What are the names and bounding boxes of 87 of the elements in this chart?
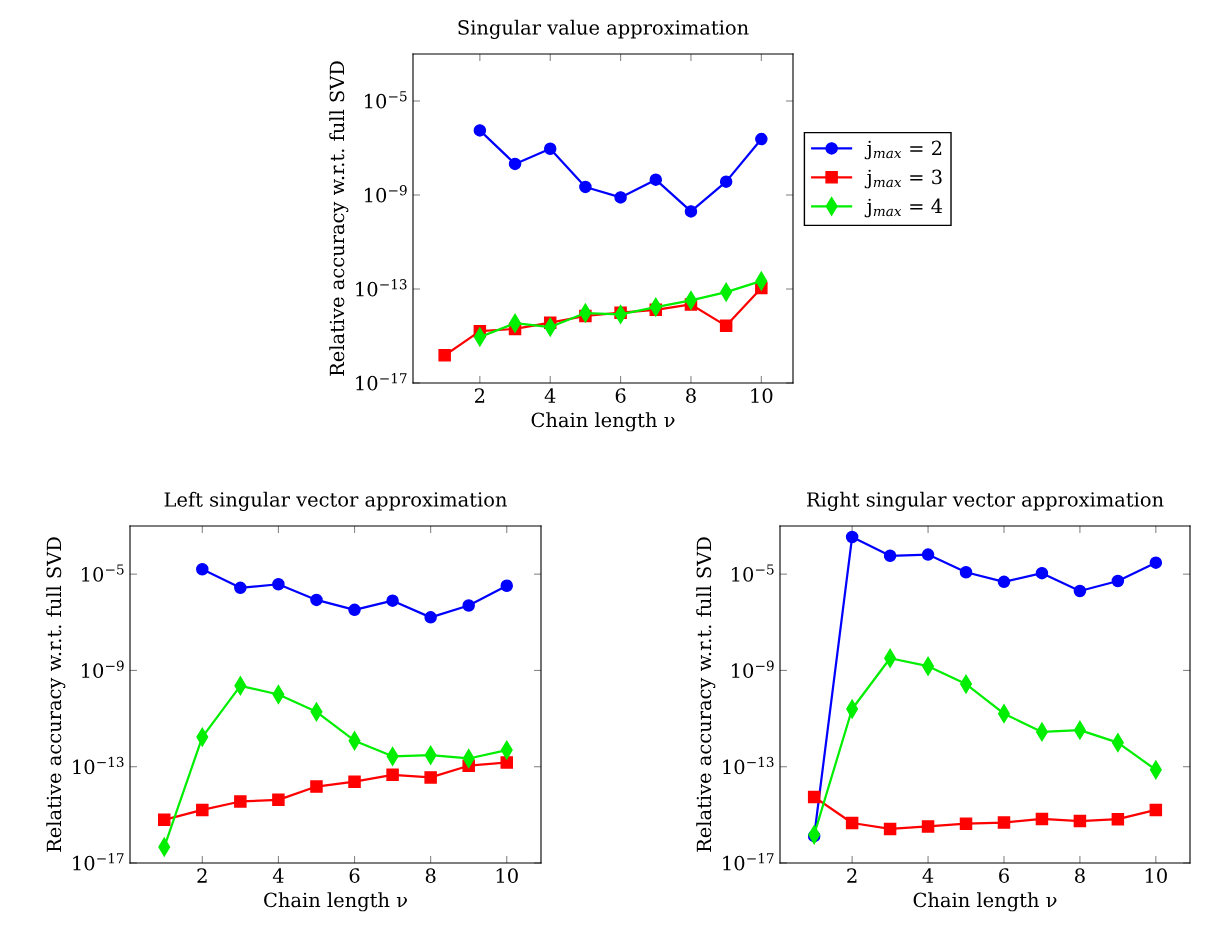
y-tick-label: 10$^{−17}$ xyxy=(723,853,774,871)
x-axis-title: Chain length ν xyxy=(264,892,407,912)
point xyxy=(614,191,627,204)
x-axis-title: Chain length ν xyxy=(531,412,675,432)
point xyxy=(310,593,323,607)
y-tick-label: 10$^{−17}$ xyxy=(356,373,407,391)
point xyxy=(234,795,247,808)
point xyxy=(386,594,399,607)
x-tick-label: 10 xyxy=(1145,868,1167,883)
point xyxy=(543,142,557,155)
x-tick-label: 6 xyxy=(349,868,360,883)
y-axis-title: Relative accuracy w.r.t. full SVD xyxy=(329,61,349,376)
point xyxy=(845,530,859,544)
point xyxy=(1111,812,1125,826)
point xyxy=(997,816,1011,829)
x-tick-label: 6 xyxy=(615,388,626,403)
point xyxy=(424,771,437,784)
point xyxy=(348,603,361,617)
x-tick-label: 4 xyxy=(544,388,556,403)
point xyxy=(424,611,437,624)
point xyxy=(462,599,475,612)
point xyxy=(386,768,399,782)
chart-title: Singular value approximation xyxy=(458,19,749,39)
y-tick-label: 10$^{−9}$ xyxy=(82,660,124,678)
point xyxy=(883,549,897,563)
legend-label: j$_{max}$ = 2 xyxy=(864,140,942,160)
point xyxy=(649,173,663,186)
point xyxy=(959,817,973,830)
x-tick-label: 4 xyxy=(922,868,934,883)
y-tick-label: 10$^{−9}$ xyxy=(732,660,774,678)
point xyxy=(310,780,323,793)
y-tick-label: 10$^{−5}$ xyxy=(732,564,774,582)
point xyxy=(719,175,733,188)
x-tick-label: 2 xyxy=(197,868,207,883)
legend-label: j$_{max}$ = 3 xyxy=(864,169,942,189)
point xyxy=(997,575,1011,589)
point xyxy=(438,349,451,362)
point xyxy=(959,565,973,579)
point xyxy=(1111,574,1125,588)
point xyxy=(719,319,733,333)
point xyxy=(500,756,514,769)
point xyxy=(348,775,361,788)
y-axis-title: Relative accuracy w.r.t. full SVD xyxy=(46,537,66,852)
point xyxy=(473,124,487,137)
point xyxy=(196,803,209,817)
point xyxy=(500,579,514,592)
x-tick-label: 2 xyxy=(847,868,857,883)
point xyxy=(1035,566,1049,580)
y-tick-label: 10$^{−13}$ xyxy=(723,756,774,775)
y-tick-label: 10$^{−9}$ xyxy=(365,185,407,203)
y-tick-label: 10$^{−13}$ xyxy=(73,756,124,775)
point xyxy=(883,822,897,836)
x-axis-title: Chain length ν xyxy=(913,892,1057,912)
y-axis-title: Relative accuracy w.r.t. full SVD xyxy=(696,537,716,852)
y-tick-label: 10$^{−5}$ xyxy=(82,564,124,582)
y-tick-label: 10$^{−13}$ xyxy=(356,279,407,297)
point xyxy=(921,820,935,833)
point xyxy=(508,157,522,171)
y-tick-label: 10$^{−17}$ xyxy=(73,853,124,871)
point xyxy=(684,205,698,218)
x-tick-label: 2 xyxy=(474,388,485,403)
x-tick-label: 10 xyxy=(751,388,773,403)
x-tick-label: 6 xyxy=(999,868,1009,883)
point xyxy=(755,132,768,146)
point xyxy=(1149,803,1163,817)
point xyxy=(845,816,859,830)
point xyxy=(807,790,821,804)
y-tick-label: 10$^{−5}$ xyxy=(365,91,407,109)
point xyxy=(1073,584,1087,598)
chart-title: Left singular vector approximation xyxy=(164,491,507,511)
legend-label: j$_{max}$ = 4 xyxy=(864,198,943,218)
point xyxy=(234,581,247,595)
point xyxy=(272,578,285,591)
point xyxy=(1035,812,1049,826)
point xyxy=(1149,556,1163,569)
x-tick-label: 8 xyxy=(686,388,696,403)
x-tick-label: 4 xyxy=(272,868,284,883)
point xyxy=(921,548,935,561)
point xyxy=(579,180,592,194)
x-tick-label: 10 xyxy=(496,868,518,883)
point xyxy=(157,813,171,827)
point xyxy=(196,562,209,576)
chart-title: Right singular vector approximation xyxy=(807,491,1164,511)
x-tick-label: 8 xyxy=(425,868,436,883)
x-tick-label: 8 xyxy=(1075,868,1085,883)
point xyxy=(272,793,285,807)
point xyxy=(1073,814,1087,828)
